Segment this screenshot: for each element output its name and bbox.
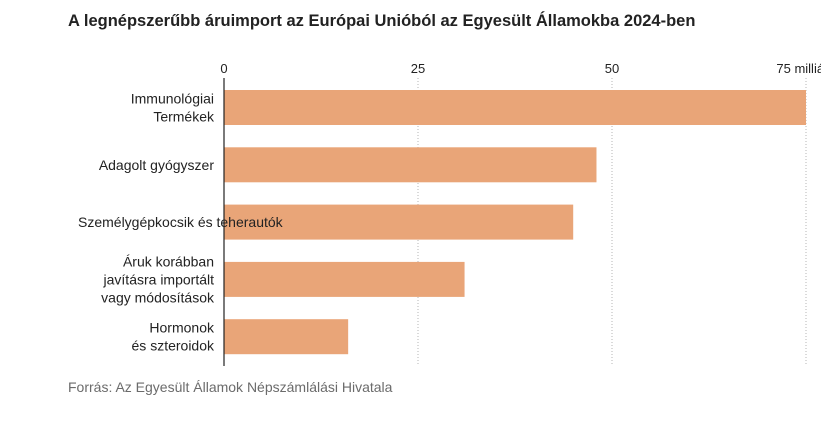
category-label-line: Immunológiai	[131, 91, 214, 107]
bar-layer	[224, 90, 806, 355]
category-label-line: és szteroidok	[132, 338, 215, 354]
bar	[224, 90, 806, 125]
chart-title: A legnépszerűbb áruimport az Európai Uni…	[68, 12, 696, 30]
category-label-line: vagy módosítások	[101, 289, 215, 305]
bar	[224, 261, 465, 297]
x-tick-label: 25	[411, 61, 425, 76]
category-label-line: Áruk korábban	[123, 253, 214, 269]
category-label: Immunológiai Termékek	[131, 91, 215, 125]
category-label: Adagolt gyógyszer	[99, 157, 215, 173]
x-tick-label: 75 milliárd	[776, 61, 821, 76]
bar	[224, 319, 349, 355]
bar	[224, 147, 597, 183]
x-tick-label: 50	[605, 61, 619, 76]
bar	[224, 204, 574, 240]
category-label-line: Hormonok	[149, 320, 215, 336]
x-tick-label: 0	[220, 61, 227, 76]
category-label: Hormonok és szteroidok	[132, 320, 215, 354]
category-label: Személygépkocsik és teherautók	[78, 214, 284, 230]
category-label-line: Adagolt gyógyszer	[99, 157, 215, 173]
label-layer: 0 25 50 75 milliárd Immunológiai Termékek Adag…	[78, 61, 821, 354]
category-label-line: Személygépkocsik és teherautók	[78, 214, 284, 230]
category-label-line: javításra importált	[103, 271, 215, 287]
category-label: Áruk korábban javításra importált vagy mód…	[101, 253, 215, 305]
category-label-line: Termékek	[153, 109, 215, 125]
source-note: Forrás: Az Egyesült Államok Népszámlálás…	[68, 379, 393, 395]
